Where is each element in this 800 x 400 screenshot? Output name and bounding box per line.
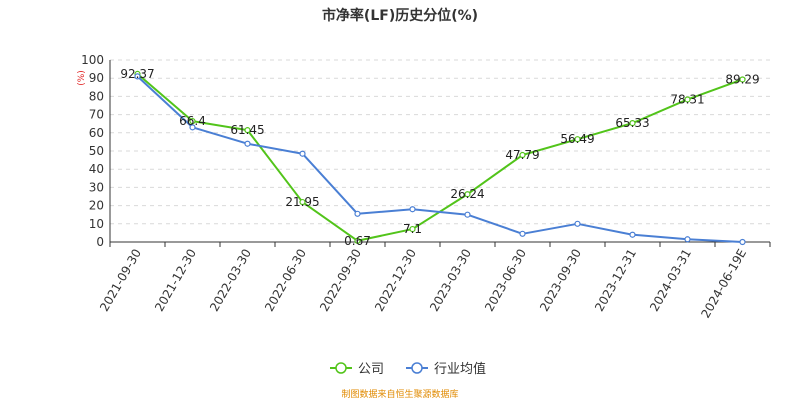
series-line-0 xyxy=(136,73,743,242)
data-label: 66.4 xyxy=(179,114,206,128)
data-label: 21.95 xyxy=(285,195,319,209)
grid xyxy=(110,59,770,225)
x-tick-label: 2022-06-30 xyxy=(262,247,309,314)
data-label: 47.79 xyxy=(505,148,539,162)
data-point-1 xyxy=(134,73,141,80)
data-point-1 xyxy=(354,210,361,217)
data-point-0 xyxy=(409,225,416,233)
data-point-0 xyxy=(299,198,306,206)
data-point-0 xyxy=(629,119,636,127)
source-note: 制图数据来自恒生聚源数据库 xyxy=(341,388,458,400)
y-tick-label: 40 xyxy=(89,162,104,176)
legend[interactable]: 公司 行业均值 xyxy=(330,361,486,377)
y-tick-label: 20 xyxy=(89,199,104,213)
data-point-1 xyxy=(629,231,636,238)
data-point-0 xyxy=(244,127,251,134)
x-tick-label: 2023-03-30 xyxy=(427,247,474,314)
data-point-1 xyxy=(189,124,196,131)
data-point-1 xyxy=(519,230,526,237)
y-tick-label: 30 xyxy=(89,180,104,194)
data-label: 92.37 xyxy=(120,67,154,81)
x-tick-label: 2022-09-30 xyxy=(317,247,364,314)
legend-item-0[interactable]: 公司 xyxy=(330,362,384,377)
y-tick-label: 70 xyxy=(89,108,104,122)
data-point-0 xyxy=(354,237,361,244)
x-tick-label: 2021-09-30 xyxy=(97,247,144,314)
data-point-0 xyxy=(519,151,526,159)
legend-label: 公司 xyxy=(358,362,384,377)
data-point-1 xyxy=(244,140,251,147)
y-tick-label: 90 xyxy=(89,71,104,85)
data-label: 89.29 xyxy=(725,72,759,86)
data-point-1 xyxy=(684,236,691,243)
x-tick-label: 2023-06-30 xyxy=(482,247,529,314)
data-point-0 xyxy=(739,76,746,83)
data-point-1 xyxy=(464,211,471,218)
data-labels: 92.37 66.4 61.45 21.95 0.67 7.1 26.24 47.79 56.4… xyxy=(120,67,759,248)
y-tick-label: 100 xyxy=(81,53,104,67)
series-layer xyxy=(134,70,746,246)
chart-title: 市净率(LF)历史分位(%) xyxy=(322,7,478,24)
y-tick-label: 80 xyxy=(89,89,104,103)
data-point-1 xyxy=(739,238,746,246)
x-tick-label: 2022-12-30 xyxy=(372,247,419,314)
y-tick-label: 10 xyxy=(89,217,104,231)
series-line-1 xyxy=(136,75,743,243)
data-point-1 xyxy=(409,206,416,213)
data-label: 0.67 xyxy=(344,234,371,248)
x-tick-label: 2024-03-31 xyxy=(647,247,694,314)
legend-item-1[interactable]: 行业均值 xyxy=(406,361,486,377)
data-label: 65.33 xyxy=(615,116,649,130)
data-label: 56.49 xyxy=(560,132,594,146)
data-point-0 xyxy=(464,191,471,198)
y-tick-label: 60 xyxy=(89,126,104,140)
legend-marker-icon xyxy=(411,362,423,374)
x-tick-label: 2023-12-31 xyxy=(592,247,639,314)
x-tick-label: 2024-06-19E xyxy=(698,247,749,321)
data-label: 26.24 xyxy=(450,187,484,201)
data-point-0 xyxy=(684,96,691,103)
axes: 0 10 20 30 40 50 60 70 80 90 100 2021-09-30 2021-12-… xyxy=(81,53,771,321)
x-tick-label: 2023-09-30 xyxy=(537,247,584,314)
data-point-1 xyxy=(299,150,306,157)
y-tick-label: 50 xyxy=(89,144,104,158)
data-label: 61.45 xyxy=(230,123,264,137)
y-axis-unit: (%) xyxy=(77,70,87,86)
x-tick-label: 2022-03-30 xyxy=(207,247,254,314)
legend-label: 行业均值 xyxy=(434,361,486,377)
data-point-0 xyxy=(574,136,581,143)
legend-marker-icon xyxy=(335,362,347,374)
data-label: 7.1 xyxy=(403,222,422,236)
y-tick-label: 0 xyxy=(96,235,104,249)
data-point-0 xyxy=(189,118,196,125)
x-tick-label: 2021-12-30 xyxy=(152,247,199,314)
data-point-1 xyxy=(574,220,581,227)
data-label: 78.31 xyxy=(670,92,704,106)
